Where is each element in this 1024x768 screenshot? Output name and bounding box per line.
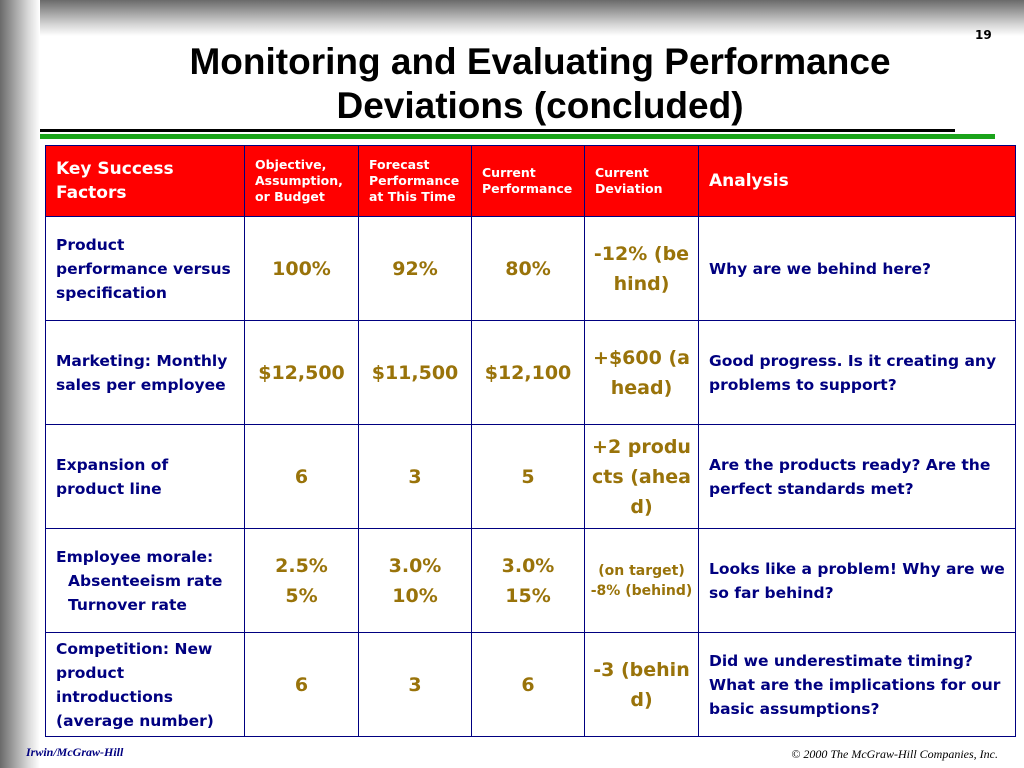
table-cell: 2.5% 5%	[244, 528, 359, 633]
table-cell: Competition: New product introductions (…	[45, 632, 245, 737]
table-cell: 92%	[358, 216, 472, 321]
table-cell: $11,500	[358, 320, 472, 425]
table-cell: 3.0% 15%	[471, 528, 585, 633]
performance-table: Key Success Factors Objective, Assumption…	[45, 145, 1016, 737]
column-header: Analysis	[698, 145, 1016, 217]
table-cell: 80%	[471, 216, 585, 321]
cell-line: 2.5%	[275, 554, 328, 577]
table-cell: 3.0% 10%	[358, 528, 472, 633]
table-cell: Why are we behind here?	[698, 216, 1016, 321]
table-cell: $12,500	[244, 320, 359, 425]
table-cell: 3	[358, 632, 472, 737]
table-cell: +$600 (ahead)	[584, 320, 699, 425]
top-bar	[0, 0, 1024, 36]
table-cell: Expansion of product line	[45, 424, 245, 529]
cell-line: -8% (behind)	[590, 582, 693, 599]
table-cell: -12% (behind)	[584, 216, 699, 321]
table-cell: Employee morale: Absenteeism rate Turnover…	[45, 528, 245, 633]
table-cell: Product performance versus specification	[45, 216, 245, 321]
table-cell: Are the products ready? Are the perfect …	[698, 424, 1016, 529]
table-cell: Did we underestimate timing? What are th…	[698, 632, 1016, 737]
column-header: Forecast Performance at This Time	[358, 145, 472, 217]
column-header: Objective, Assumption, or Budget	[244, 145, 359, 217]
table-cell: 6	[244, 424, 359, 529]
footer-left: Irwin/McGraw-Hill	[26, 745, 124, 759]
table-cell: 6	[244, 632, 359, 737]
table-cell: 5	[471, 424, 585, 529]
title-line: Monitoring and Evaluating Performance	[189, 41, 891, 82]
title: Monitoring and Evaluating Performance Dev…	[40, 40, 1024, 128]
table-cell: 6	[471, 632, 585, 737]
cell-line: Employee morale:	[56, 547, 214, 566]
cell-line: 5%	[285, 584, 318, 607]
title-rule-green	[40, 134, 995, 139]
cell-line: Absenteeism rate	[68, 571, 223, 590]
table-cell: -3 (behind)	[584, 632, 699, 737]
table-row: Product performance versus specification…	[45, 216, 1016, 321]
table-cell: +2 products (ahead)	[584, 424, 699, 529]
cell-line: (on target)	[598, 562, 685, 579]
column-header: Key Success Factors	[45, 145, 245, 217]
table-cell: Good progress. Is it creating any proble…	[698, 320, 1016, 425]
column-header: Current Performance	[471, 145, 585, 217]
cell-line: 3.0%	[388, 554, 442, 577]
footer-right: © 2000 The McGraw-Hill Companies, Inc.	[791, 747, 998, 761]
table-cell: Looks like a problem! Why are we so far …	[698, 528, 1016, 633]
column-header: Current Deviation	[584, 145, 699, 217]
table-cell: Marketing: Monthly sales per employee	[45, 320, 245, 425]
title-line: Deviations (concluded)	[336, 85, 744, 126]
cell-line: 10%	[392, 584, 438, 607]
header-row: Key Success Factors Objective, Assumption…	[45, 145, 1016, 217]
table-row: Employee morale: Absenteeism rate Turnover…	[45, 528, 1016, 633]
table-row: Expansion of product line 6 3 5 +2 products …	[45, 424, 1016, 529]
page-number: 19	[975, 28, 992, 42]
title-rule	[40, 129, 955, 132]
cell-line: Turnover rate	[68, 595, 187, 614]
table-cell: $12,100	[471, 320, 585, 425]
table-cell: 3	[358, 424, 472, 529]
table-row: Competition: New product introductions (…	[45, 632, 1016, 737]
table-row: Marketing: Monthly sales per employee $12…	[45, 320, 1016, 425]
cell-line: 3.0%	[501, 554, 555, 577]
left-bar	[0, 0, 40, 768]
table-cell: (on target) -8% (behind)	[584, 528, 699, 633]
table-cell: 100%	[244, 216, 359, 321]
cell-line: 15%	[505, 584, 551, 607]
